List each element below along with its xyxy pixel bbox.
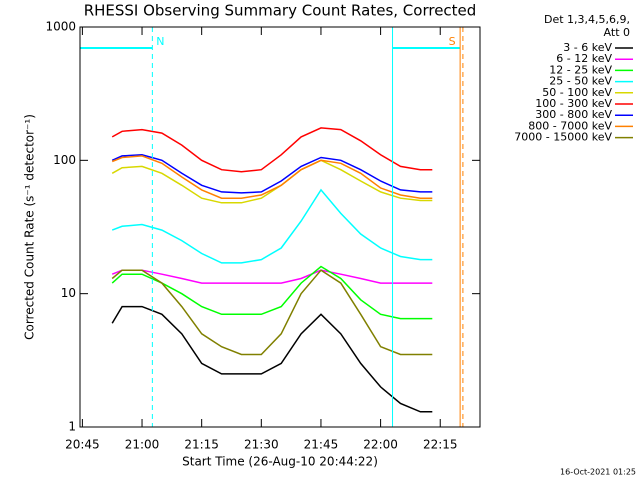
y-tick-label: 1000 [45,20,76,34]
x-tick-label: 21:15 [184,438,219,452]
legend-label: 12 - 25 keV [549,63,612,76]
x-tick-label: 21:30 [244,438,279,452]
legend-header: Att 0 [604,26,630,39]
y-tick-label: 100 [53,153,76,167]
series-line [111,269,433,356]
x-tick-label: 22:00 [363,438,398,452]
series-line [111,155,433,199]
legend-label: 6 - 12 keV [556,52,612,65]
series-line [111,154,433,194]
x-tick-label: 21:45 [304,438,339,452]
legend-label: 100 - 300 keV [535,97,612,110]
legend-header: Det 1,3,4,5,6,9, [544,13,630,26]
y-axis-label: Corrected Count Rate (s⁻¹ detector⁻¹) [23,114,37,340]
x-axis-label: Start Time (26-Aug-10 20:44:22) [182,455,378,469]
legend-label: 3 - 6 keV [563,41,612,54]
chart-title: RHESSI Observing Summary Count Rates, Co… [84,2,477,20]
series-line [111,127,433,173]
x-tick-label: 20:45 [65,438,100,452]
series-line [111,188,433,264]
series-line [111,159,433,204]
marker-label: S [449,35,456,48]
series-line [111,269,433,284]
legend-label: 7000 - 15000 keV [514,131,612,144]
series-line [111,305,433,413]
plot-frame [79,26,481,428]
footer: 16-Oct-2021 01:25 [560,468,636,477]
legend-label: 25 - 50 keV [549,75,612,88]
legend-label: 300 - 800 keV [535,108,612,121]
x-tick-label: 22:15 [423,438,458,452]
y-tick-label: 10 [61,286,76,300]
y-tick-label: 1 [68,420,76,434]
legend-label: 800 - 7000 keV [528,119,612,132]
marker-label: N [156,35,164,48]
x-tick-label: 21:00 [125,438,160,452]
legend-label: 50 - 100 keV [542,86,612,99]
